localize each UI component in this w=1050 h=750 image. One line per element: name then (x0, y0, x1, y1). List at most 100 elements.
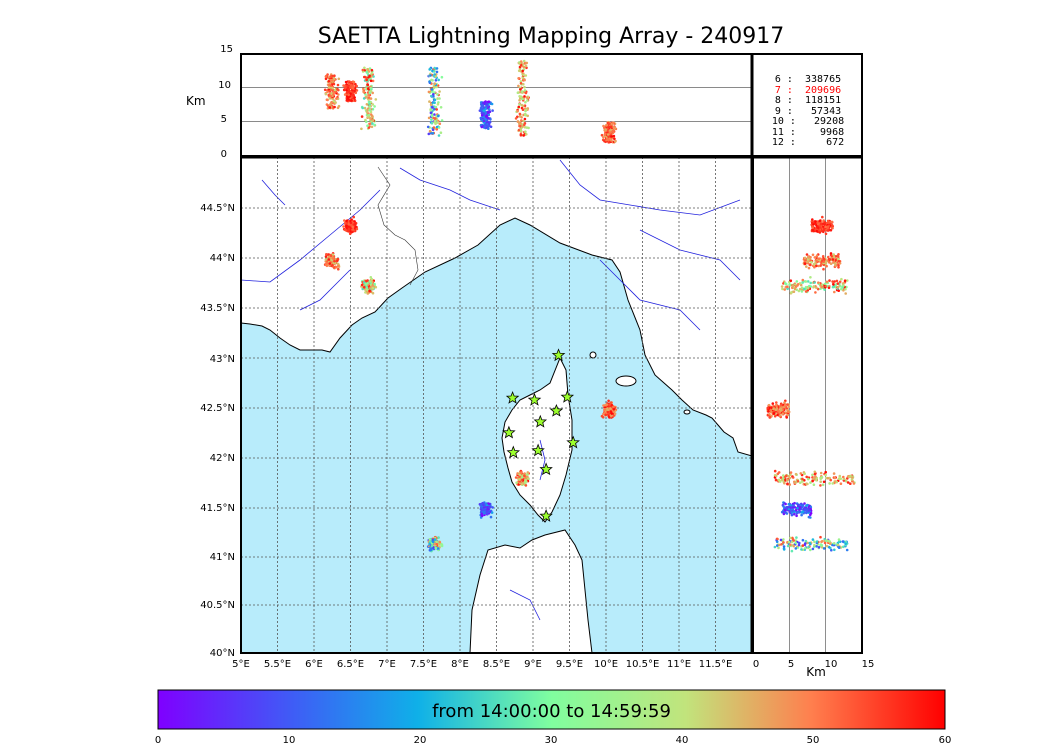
lightning-source-altitude (372, 75, 375, 78)
lightning-source (482, 503, 485, 507)
lightning-source-altitude (347, 93, 351, 97)
lightning-source-altitude (428, 129, 432, 133)
map-ytick: 43°N (210, 354, 235, 365)
lightning-source-altitude (355, 89, 359, 92)
lightning-source-altitude (327, 86, 331, 89)
lightning-source (344, 221, 347, 225)
lightning-source-altitude (346, 84, 350, 88)
lightning-source-altitude (523, 89, 527, 92)
lightning-source-altitude (806, 503, 809, 507)
lightning-source-altitude (430, 114, 434, 118)
lightning-source-altitude (427, 116, 431, 120)
lightning-source-altitude (819, 222, 823, 226)
lightning-source-altitude (850, 478, 854, 481)
lightning-source-altitude (803, 543, 807, 547)
lightning-source-altitude (794, 508, 798, 512)
lightning-source-altitude (774, 408, 778, 412)
lightning-source-altitude (369, 79, 373, 83)
map-ytick: 40.5°N (200, 600, 235, 611)
lightning-source-altitude (337, 88, 340, 92)
lightning-source-altitude (833, 280, 836, 283)
lightning-source-altitude (487, 100, 491, 103)
lightning-source-altitude (824, 260, 828, 263)
lightning-source-altitude (817, 257, 821, 261)
lightning-source-altitude (526, 114, 529, 118)
lightning-source-altitude (347, 88, 351, 91)
lightning-source-altitude (842, 282, 845, 285)
map-ytick: 42°N (210, 453, 235, 464)
lightning-source-altitude (796, 283, 800, 286)
lightning-source-altitude (362, 87, 365, 91)
lightning-source (347, 223, 351, 226)
lightning-source-altitude (482, 119, 486, 123)
lightning-source (524, 481, 527, 484)
lightning-source-altitude (824, 473, 827, 477)
lightning-source-altitude (798, 287, 802, 291)
lightning-source-altitude (479, 116, 483, 120)
lightning-source-altitude (809, 548, 812, 552)
lightning-source-altitude (836, 282, 840, 285)
lightning-source-altitude (835, 480, 838, 484)
lightning-source-altitude (815, 286, 818, 290)
lightning-source-altitude (788, 283, 791, 286)
lightning-source-altitude (435, 125, 439, 129)
top-ylabel: Km (186, 94, 206, 108)
lightning-source-altitude (333, 88, 337, 92)
station-number: 8 (774, 95, 781, 106)
lightning-source-altitude (330, 88, 333, 92)
lightning-source-altitude (351, 93, 354, 97)
lightning-source (482, 508, 486, 512)
map-xtick: 11°E (667, 659, 691, 670)
lightning-source-altitude (830, 548, 833, 552)
lightning-source (482, 510, 485, 514)
lightning-source (343, 228, 347, 232)
lightning-source (324, 262, 328, 266)
lightning-source-altitude (327, 83, 331, 86)
lightning-source-altitude (801, 544, 805, 547)
lightning-source-altitude (781, 412, 784, 416)
lightning-source-altitude (801, 477, 804, 481)
lightning-source-altitude (329, 103, 332, 106)
lightning-source-altitude (815, 254, 819, 257)
lightning-source (607, 412, 610, 415)
lightning-source-altitude (837, 260, 841, 263)
lightning-source-altitude (767, 403, 771, 407)
lightning-source-altitude (805, 265, 808, 268)
lightning-source-altitude (525, 96, 529, 99)
lightning-source-altitude (522, 65, 526, 69)
lightning-source-altitude (613, 126, 617, 130)
lightning-source-altitude (821, 483, 825, 487)
lightning-source-altitude (603, 133, 607, 136)
lightning-source-altitude (335, 97, 338, 100)
lightning-source (364, 291, 367, 294)
lightning-source-altitude (789, 504, 793, 507)
lightning-source (364, 282, 367, 286)
lightning-source-altitude (822, 225, 825, 228)
lightning-source (520, 476, 524, 479)
lightning-source-altitude (607, 138, 611, 142)
lightning-source-altitude (786, 413, 789, 417)
lightning-source-altitude (428, 68, 432, 71)
lightning-source-altitude (803, 287, 806, 291)
lightning-source-altitude (795, 280, 799, 283)
lightning-source-altitude (840, 287, 843, 291)
lightning-source-altitude (324, 75, 328, 78)
lightning-source-altitude (354, 82, 357, 86)
lightning-source-altitude (482, 112, 485, 116)
lightning-source-altitude (334, 101, 337, 104)
source-count: 672 (826, 137, 845, 148)
lightning-source-altitude (780, 285, 784, 288)
lightning-source-altitude (485, 104, 489, 108)
lightning-source-altitude (837, 289, 840, 293)
lightning-source-altitude (814, 220, 817, 223)
lightning-source-altitude (795, 514, 798, 518)
lightning-source-altitude (433, 98, 437, 102)
lightning-source-altitude (792, 504, 795, 507)
lightning-source-altitude (368, 105, 372, 108)
lightning-source (336, 257, 340, 261)
lightning-source-altitude (779, 476, 783, 479)
lightning-source-altitude (432, 70, 436, 73)
lightning-source-altitude (325, 103, 329, 106)
lightning-source-altitude (820, 261, 823, 265)
lightning-source-altitude (366, 83, 370, 87)
